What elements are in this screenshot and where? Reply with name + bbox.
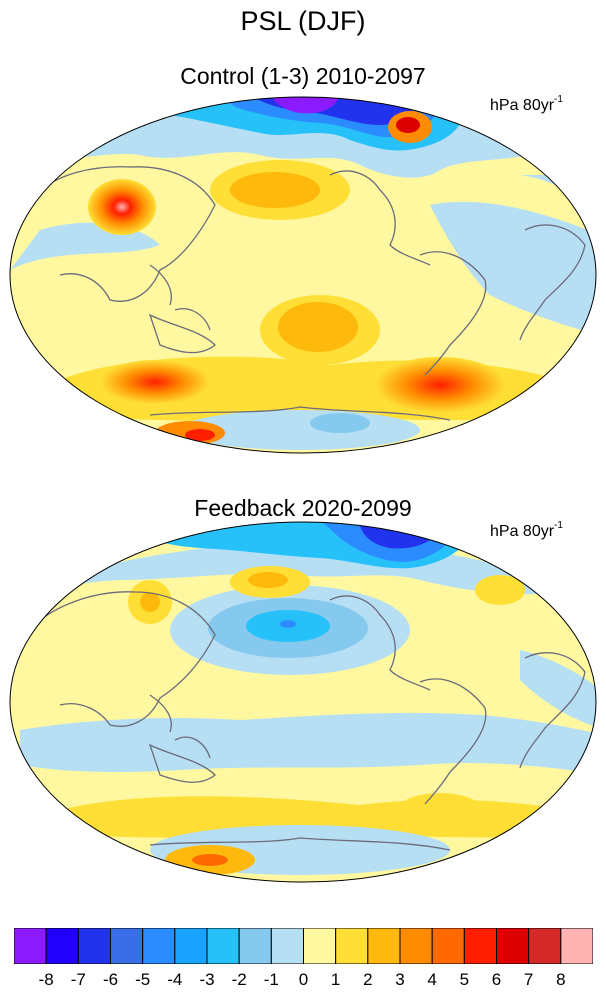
colorbar-swatch — [45, 928, 79, 964]
colorbar-tick-label: 5 — [459, 970, 470, 989]
colorbar-swatch — [528, 928, 562, 964]
colorbar-swatch — [463, 928, 497, 964]
colorbar-tick-label: -1 — [263, 970, 279, 989]
colorbar-swatch — [399, 928, 433, 964]
figure-title: PSL (DJF) — [240, 6, 366, 36]
colorbar-tick-label: -4 — [167, 970, 183, 989]
colorbar-tick-label: -2 — [231, 970, 247, 989]
colorbar-swatch — [110, 928, 144, 964]
colorbar-tick-label: -5 — [135, 970, 151, 989]
colorbar-swatch — [367, 928, 401, 964]
map-control — [9, 96, 597, 454]
colorbar-tick-label: 0 — [298, 970, 309, 989]
colorbar-swatch — [142, 928, 176, 964]
colorbar-tick-label: 2 — [363, 970, 373, 989]
colorbar-tick-label: 1 — [330, 970, 341, 989]
coastlines-feedback — [39, 591, 586, 851]
colorbar-swatch — [335, 928, 369, 964]
map-feedback — [9, 521, 597, 883]
units-label-control: hPa 80yr-1 — [490, 94, 563, 114]
colorbar-swatch — [174, 928, 208, 964]
colorbar-tick-label: -6 — [102, 970, 119, 989]
colorbar-swatch — [496, 928, 530, 964]
colorbar-swatch — [431, 928, 465, 964]
colorbar-swatch — [14, 928, 47, 964]
units-label-feedback: hPa 80yr-1 — [490, 520, 563, 540]
colorbar-swatch — [238, 928, 272, 964]
colorbar-swatch — [206, 928, 240, 964]
colorbar-tick-label: 8 — [556, 970, 566, 989]
colorbar-tick-label: -7 — [70, 970, 86, 989]
colorbar — [14, 928, 593, 964]
colorbar-tick-label: -3 — [199, 970, 215, 989]
colorbar-swatch — [270, 928, 304, 964]
colorbar-tick-label: 3 — [395, 970, 405, 989]
panel-title-feedback: Feedback 2020-2099 — [194, 495, 412, 521]
panel-title-control: Control (1-3) 2010-2097 — [180, 63, 426, 89]
colorbar-tick-label: 4 — [427, 970, 437, 989]
colorbar-ticks: -8 -7 -6 -5 -4 -3 -2 -1 0 1 2 3 4 5 6 7 8 — [0, 970, 606, 992]
colorbar-tick-label: 6 — [491, 970, 502, 989]
colorbar-swatch — [560, 928, 593, 964]
colorbar-tick-label: 7 — [523, 970, 534, 989]
colorbar-tick-label: -8 — [38, 970, 54, 989]
colorbar-swatch — [303, 928, 337, 964]
colorbar-swatch — [77, 928, 111, 964]
